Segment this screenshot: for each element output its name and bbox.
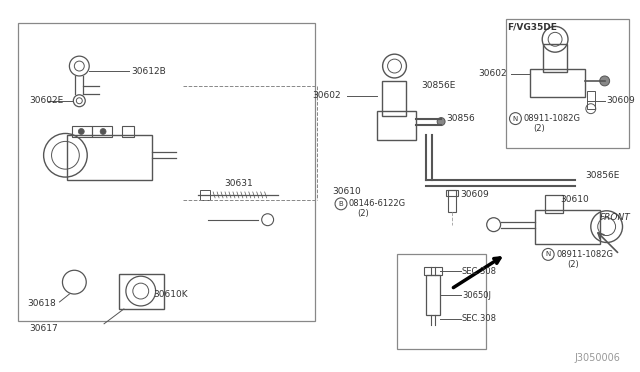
- Bar: [18, 23, 316, 321]
- Bar: [535, 210, 600, 244]
- Bar: [72, 125, 92, 137]
- Text: 30602E: 30602E: [29, 96, 64, 105]
- Text: 08911-1082G: 08911-1082G: [556, 250, 613, 259]
- Bar: [587, 91, 595, 109]
- Bar: [506, 19, 630, 148]
- Bar: [426, 275, 440, 315]
- Bar: [92, 125, 112, 137]
- Text: J3050006: J3050006: [575, 353, 621, 363]
- Bar: [397, 254, 486, 349]
- Text: 30612B: 30612B: [131, 67, 166, 76]
- Text: FRONT: FRONT: [600, 213, 630, 222]
- Text: SEC.308: SEC.308: [462, 314, 497, 323]
- Text: 30610: 30610: [332, 187, 361, 196]
- Text: B: B: [339, 201, 344, 207]
- Bar: [381, 81, 406, 116]
- Text: 30610: 30610: [560, 195, 589, 204]
- Bar: [543, 44, 567, 72]
- Bar: [119, 274, 164, 309]
- Text: (2): (2): [533, 124, 545, 133]
- Circle shape: [78, 128, 84, 134]
- Bar: [545, 195, 563, 213]
- Bar: [122, 125, 134, 137]
- Bar: [448, 190, 456, 212]
- Bar: [377, 110, 417, 140]
- Text: 30617: 30617: [29, 324, 58, 333]
- Text: (2): (2): [567, 260, 579, 269]
- Text: SEC.308: SEC.308: [462, 267, 497, 276]
- Text: (2): (2): [357, 209, 369, 218]
- Bar: [424, 267, 442, 275]
- Circle shape: [100, 128, 106, 134]
- Text: 30618: 30618: [28, 299, 56, 308]
- Bar: [200, 190, 210, 200]
- Text: F/VG35DE: F/VG35DE: [508, 23, 557, 32]
- Text: 30631: 30631: [224, 179, 253, 187]
- Text: N: N: [513, 116, 518, 122]
- Circle shape: [600, 76, 610, 86]
- Text: 30609: 30609: [460, 190, 489, 199]
- Text: 30650J: 30650J: [462, 291, 491, 299]
- Text: N: N: [545, 251, 551, 257]
- Text: 08146-6122G: 08146-6122G: [349, 199, 406, 208]
- Circle shape: [437, 118, 445, 125]
- Text: 30610K: 30610K: [154, 289, 188, 299]
- Text: 30602: 30602: [478, 70, 506, 78]
- Text: 30609: 30609: [607, 96, 636, 105]
- Text: 30856E: 30856E: [421, 81, 456, 90]
- Bar: [531, 69, 585, 97]
- Text: 30856E: 30856E: [585, 171, 620, 180]
- Bar: [67, 135, 152, 180]
- Bar: [446, 190, 458, 196]
- Text: 08911-1082G: 08911-1082G: [524, 114, 580, 123]
- Text: 30602: 30602: [312, 91, 341, 100]
- Text: 30856: 30856: [446, 114, 475, 123]
